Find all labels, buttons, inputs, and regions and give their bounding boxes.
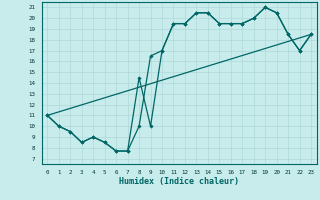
X-axis label: Humidex (Indice chaleur): Humidex (Indice chaleur) bbox=[119, 177, 239, 186]
